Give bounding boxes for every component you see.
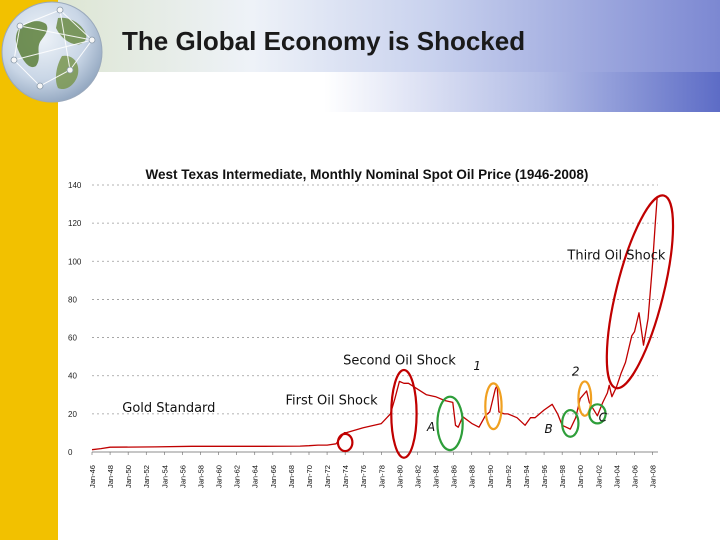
x-tick-label: Jan-04 [612, 465, 621, 488]
chart-annotation: Gold Standard [122, 401, 215, 416]
x-tick-label: Jan-60 [215, 465, 224, 488]
x-tick-label: Jan-64 [251, 465, 260, 488]
x-tick-label: Jan-92 [504, 465, 513, 488]
chart-title: West Texas Intermediate, Monthly Nominal… [146, 167, 589, 182]
green-highlight-ellipse [561, 408, 580, 438]
grid-layer [92, 184, 658, 415]
x-tick-label: Jan-46 [88, 465, 97, 488]
x-tick-label: Jan-76 [359, 465, 368, 488]
title-strip [0, 72, 720, 112]
x-tick-label: Jan-06 [630, 465, 639, 488]
chart-annotation: Third Oil Shock [566, 248, 665, 263]
marker-layer [336, 194, 675, 459]
x-tick-label: Jan-84 [432, 465, 441, 488]
y-tick-label: 0 [68, 448, 73, 457]
red-highlight-ellipse [390, 368, 418, 459]
x-tick-label: Jan-68 [287, 465, 296, 488]
green-highlight-ellipse [436, 395, 464, 452]
y-tick-label: 60 [68, 334, 77, 343]
x-axis-ticks: Jan-46 Jan-48 Jan-50 Jan-52 Jan-54 Jan-56 Jan-… [88, 452, 658, 488]
chart-annotation: 1 [473, 359, 481, 373]
x-tick-label: Jan-08 [649, 465, 658, 488]
x-tick-label: Jan-88 [468, 465, 477, 488]
x-tick-label: Jan-00 [576, 465, 585, 488]
chart-annotation: B [544, 422, 552, 436]
x-tick-label: Jan-52 [142, 465, 151, 488]
x-tick-label: Jan-90 [486, 465, 495, 488]
x-tick-label: Jan-50 [124, 465, 133, 488]
green-highlight-ellipse [588, 403, 607, 425]
x-tick-label: Jan-02 [594, 465, 603, 488]
y-tick-label: 40 [68, 372, 77, 381]
page-title: The Global Economy is Shocked [122, 26, 526, 56]
chart-annotation: A [426, 420, 435, 434]
chart-annotation: 2 [572, 365, 580, 379]
annotation-layer: Gold Standard First Oil Shock Second Oil S… [122, 248, 666, 436]
orange-highlight-ellipse [484, 382, 503, 431]
red-highlight-ellipse [605, 194, 675, 390]
x-tick-label: Jan-70 [305, 465, 314, 488]
x-tick-label: Jan-98 [558, 465, 567, 488]
y-tick-label: 120 [68, 219, 82, 228]
globe-icon [0, 0, 120, 112]
red-highlight-ellipse [336, 432, 354, 453]
y-axis-ticks: 0 20 40 60 80 100 120 140 [68, 181, 82, 457]
chart-annotation: C [599, 410, 608, 424]
y-tick-label: 80 [68, 295, 77, 304]
chart-panel: 0 20 40 60 80 100 120 140 Jan-46 Jan-48 Jan-50 Jan… [58, 112, 720, 540]
y-tick-label: 20 [68, 410, 77, 419]
y-tick-label: 140 [68, 181, 82, 190]
x-tick-label: Jan-66 [269, 465, 278, 488]
x-tick-label: Jan-80 [395, 465, 404, 488]
x-tick-label: Jan-48 [106, 465, 115, 488]
x-tick-label: Jan-86 [450, 465, 459, 488]
x-tick-label: Jan-62 [233, 465, 242, 488]
chart-annotation: First Oil Shock [285, 393, 378, 408]
orange-highlight-ellipse [577, 380, 593, 417]
chart-annotation: Second Oil Shock [343, 353, 456, 368]
x-tick-label: Jan-56 [178, 465, 187, 488]
x-tick-label: Jan-58 [196, 465, 205, 488]
x-tick-label: Jan-96 [540, 465, 549, 488]
x-tick-label: Jan-72 [323, 465, 332, 488]
x-tick-label: Jan-74 [341, 465, 350, 488]
x-tick-label: Jan-82 [413, 465, 422, 488]
x-tick-label: Jan-94 [522, 465, 531, 488]
x-tick-label: Jan-54 [160, 465, 169, 488]
x-tick-label: Jan-78 [377, 465, 386, 488]
y-tick-label: 100 [68, 257, 82, 266]
